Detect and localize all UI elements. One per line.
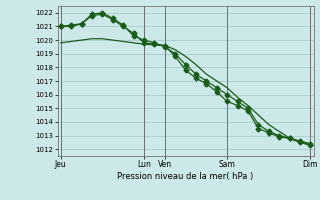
- X-axis label: Pression niveau de la mer( hPa ): Pression niveau de la mer( hPa ): [117, 172, 254, 181]
